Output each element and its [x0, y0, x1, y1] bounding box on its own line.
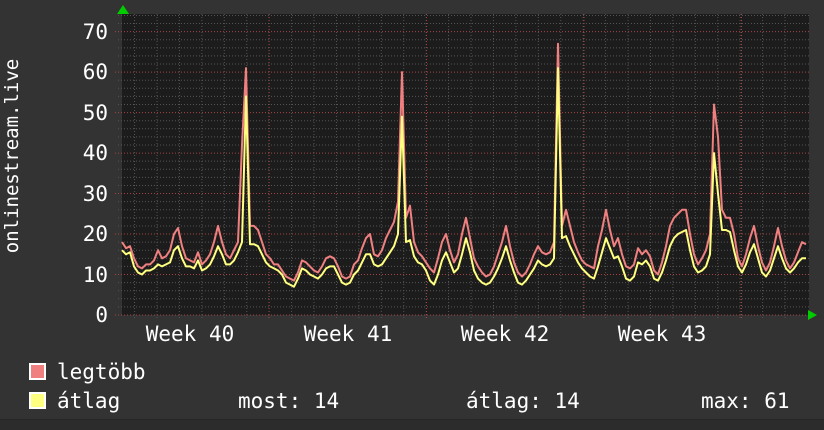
y-tick-label-70: 70	[82, 20, 108, 44]
legend-label-legtobb: legtöbb	[57, 360, 146, 384]
stat-most: most: 14	[238, 389, 340, 413]
plot-area	[122, 14, 809, 315]
x-tick-label-week42: Week 42	[460, 322, 550, 346]
y-tick-label-20: 20	[82, 222, 108, 246]
y-tick-label-10: 10	[82, 263, 108, 287]
window-bottom-edge	[0, 419, 824, 430]
y-axis-arrow-icon	[117, 5, 129, 14]
legend-label-atlag: átlag	[57, 389, 121, 413]
y-tick-label-60: 60	[82, 60, 108, 84]
x-tick-label-week41: Week 41	[303, 322, 393, 346]
x-axis-arrow-icon	[808, 310, 817, 320]
y-tick-label-40: 40	[82, 141, 108, 165]
y-tick-label-50: 50	[82, 101, 108, 125]
x-tick-label-week40: Week 40	[145, 322, 235, 346]
vertical-axis-label: onlinestream.live	[1, 58, 23, 254]
legend-swatch-legtobb	[29, 363, 46, 380]
x-tick-label-week43: Week 43	[617, 322, 707, 346]
legend-swatch-atlag	[29, 392, 46, 409]
stat-atlag: átlag: 14	[466, 389, 580, 413]
y-tick-label-0: 0	[95, 303, 108, 327]
series-line-legtobb	[121, 42, 807, 282]
series-line-atlag	[121, 67, 806, 288]
y-tick-label-30: 30	[82, 182, 108, 206]
stat-max: max: 61	[701, 389, 790, 413]
